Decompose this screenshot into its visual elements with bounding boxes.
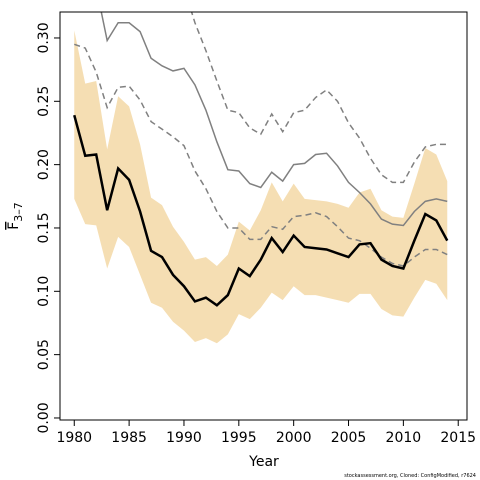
y-tick-label: 0.10 (36, 276, 52, 307)
y-tick-label: 0.20 (36, 149, 52, 180)
dashed-line (190, 12, 448, 184)
plot-area (73, 12, 449, 344)
y-axis-label: F3–7 (6, 202, 25, 230)
dashed-line (74, 43, 448, 267)
x-tick-label: 1980 (56, 430, 92, 446)
x-tick-label: 2015 (440, 430, 476, 446)
y-axis-label-sub: 3–7 (12, 202, 25, 222)
line (100, 12, 448, 227)
x-tick-label: 2005 (331, 430, 367, 446)
y-tick-label: 0.00 (36, 402, 52, 433)
x-tick-label: 2000 (276, 430, 312, 446)
y-axis-label-main: F (6, 222, 22, 230)
x-axis-label: Year (248, 454, 279, 470)
y-tick-label: 0.05 (36, 339, 52, 370)
plot-frame (59, 11, 468, 421)
line (73, 114, 449, 307)
y-tick-label: 0.15 (36, 212, 52, 243)
x-tick-label: 1985 (111, 430, 147, 446)
y-tick-label: 0.25 (36, 86, 52, 117)
x-tick-label: 2010 (386, 430, 422, 446)
x-tick-label: 1995 (221, 430, 257, 446)
footer: stockassessment.org, Cloned: ConfigModif… (344, 473, 476, 479)
x-tick-label: 1990 (166, 430, 202, 446)
y-tick-label: 0.30 (36, 22, 52, 53)
